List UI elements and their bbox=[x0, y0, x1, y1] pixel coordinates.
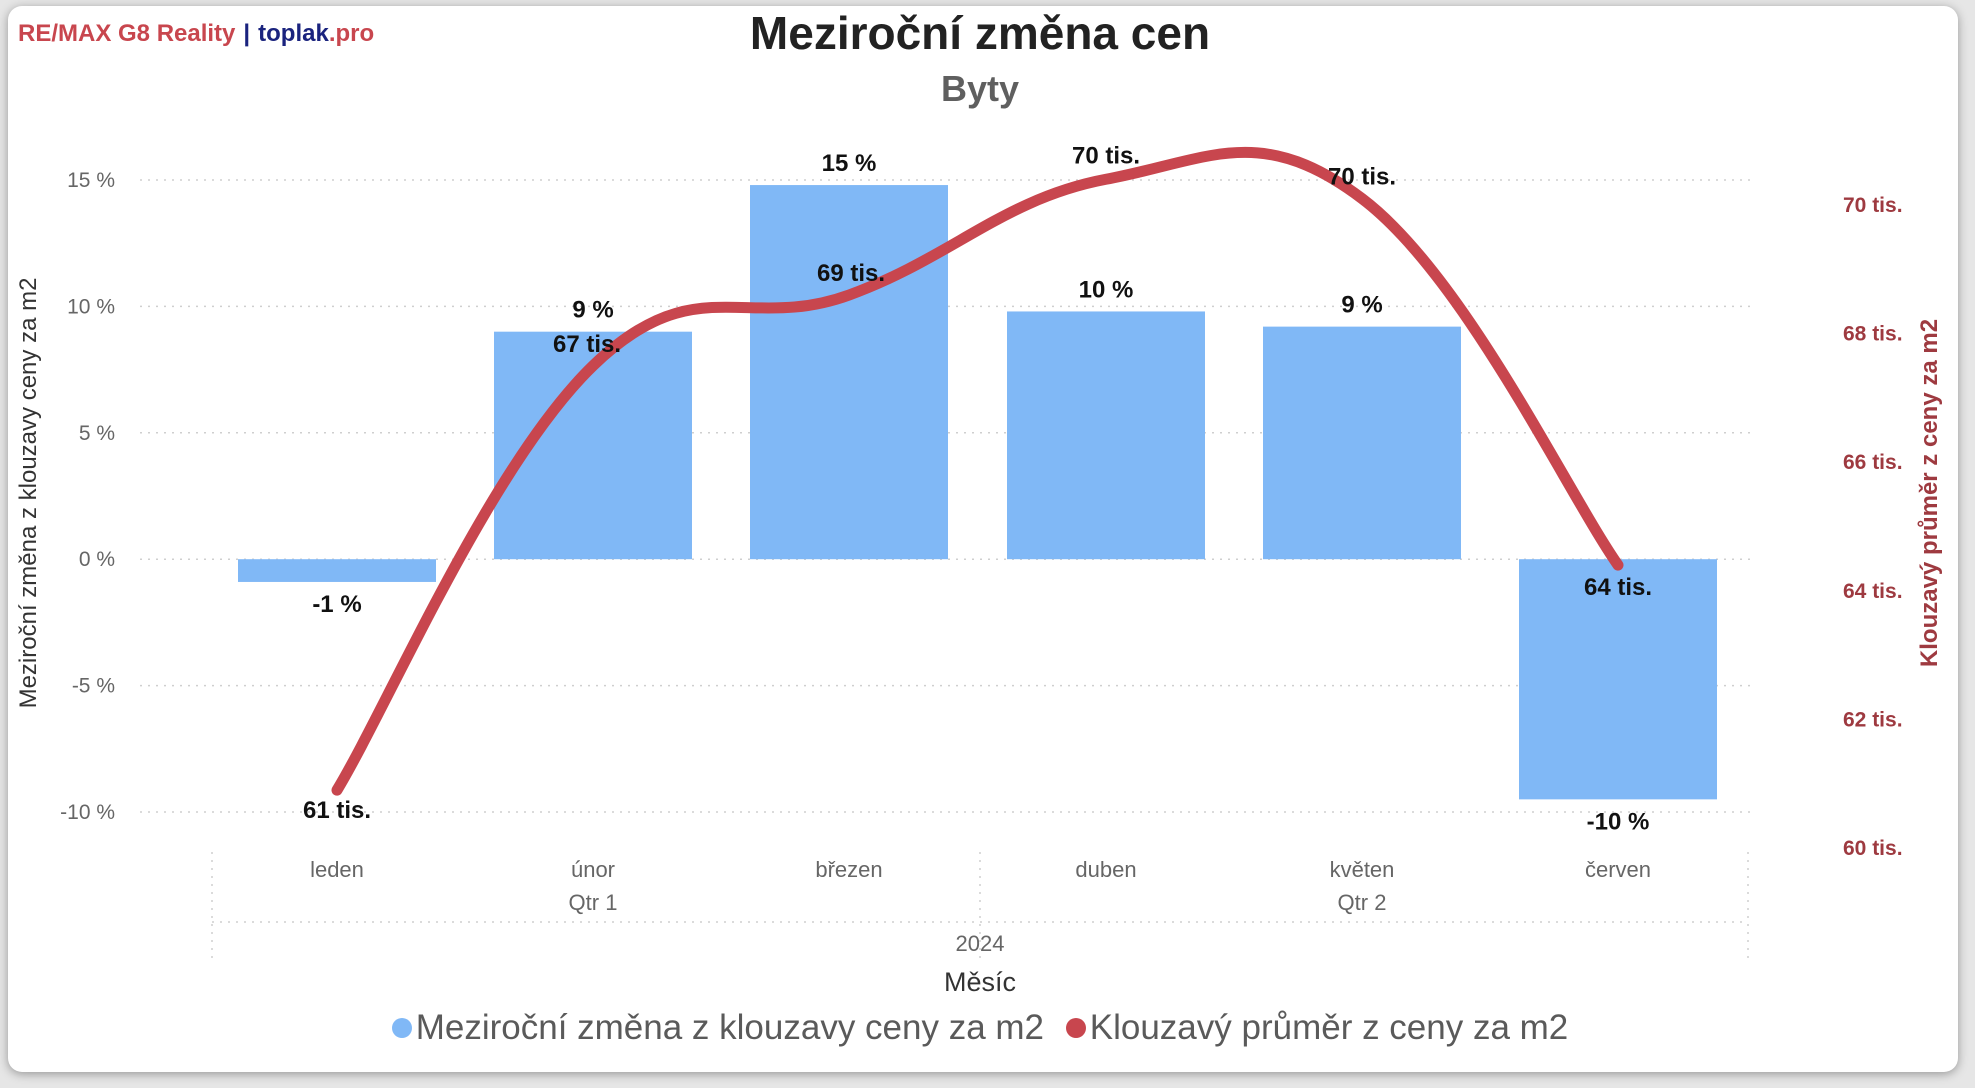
y2-tick-label: 68 tis. bbox=[1843, 323, 1903, 346]
y-tick-label: 15 % bbox=[67, 169, 115, 192]
y-tick-label: -10 % bbox=[60, 801, 115, 824]
quarter-label: Qtr 2 bbox=[1338, 890, 1387, 915]
bar-data-label: 10 % bbox=[1079, 276, 1134, 303]
y-tick-label: 10 % bbox=[67, 295, 115, 318]
legend-label-line: Klouzavý průměr z ceny za m2 bbox=[1089, 1008, 1569, 1047]
y2-tick-label: 64 tis. bbox=[1843, 580, 1903, 603]
x-axis-title: Měsíc bbox=[944, 967, 1016, 997]
y-tick-label: 0 % bbox=[79, 548, 115, 571]
line-data-label: 67 tis. bbox=[553, 331, 621, 358]
brand-logo: RE/MAX G8 Reality | toplak.pro bbox=[18, 20, 374, 48]
bar-data-label: -1 % bbox=[312, 591, 361, 618]
legend-label-bars: Meziroční změna z klouzavy ceny za m2 bbox=[415, 1008, 1045, 1047]
y-axis-title: Meziroční změna z klouzavy ceny za m2 bbox=[15, 278, 42, 709]
bar bbox=[1519, 559, 1717, 800]
bar-data-label: -10 % bbox=[1587, 808, 1650, 835]
quarter-label: Qtr 1 bbox=[569, 890, 618, 915]
line-data-label: 70 tis. bbox=[1072, 142, 1140, 169]
brand-separator: | bbox=[243, 20, 251, 47]
chart-canvas: 15 % 10 % 5 % 0 % -5 % -10 % 70 tis. 68 tis. 66 … bbox=[15, 142, 1943, 997]
brand-remax: RE/MAX G8 Reality bbox=[18, 20, 236, 47]
chart-subtitle: Byty bbox=[940, 68, 1020, 109]
y2-tick-label: 70 tis. bbox=[1843, 194, 1903, 217]
series-line bbox=[331, 146, 1624, 796]
line-data-label: 64 tis. bbox=[1584, 574, 1652, 601]
legend-item-line[interactable]: Klouzavý průměr z ceny za m2 bbox=[1065, 1008, 1569, 1047]
line-data-label: 69 tis. bbox=[817, 260, 885, 287]
legend: Meziroční změna z klouzavy ceny za m2 Kl… bbox=[0, 1008, 1960, 1048]
chart-title: Meziroční změna cen bbox=[749, 7, 1211, 59]
x-tick-label: červen bbox=[1585, 857, 1651, 882]
x-tick-label: duben bbox=[1075, 857, 1136, 882]
line-data-label: 70 tis. bbox=[1328, 164, 1396, 191]
y2-axis-title: Klouzavý průměr z ceny za m2 bbox=[1916, 319, 1943, 667]
bar bbox=[1263, 326, 1461, 560]
y2-tick-label: 66 tis. bbox=[1843, 451, 1903, 474]
legend-swatch-bars bbox=[391, 1017, 412, 1038]
brand-pro: .pro bbox=[328, 20, 375, 47]
year-label: 2024 bbox=[956, 931, 1005, 956]
bar bbox=[1007, 311, 1205, 560]
bar bbox=[238, 559, 436, 582]
x-tick-label: únor bbox=[571, 857, 615, 882]
brand-toplak: toplak bbox=[258, 20, 329, 47]
chart-card bbox=[8, 6, 1958, 1072]
bar-data-label: 9 % bbox=[1341, 292, 1382, 319]
legend-item-bars[interactable]: Meziroční změna z klouzavy ceny za m2 bbox=[391, 1008, 1045, 1047]
bar-data-label: 15 % bbox=[822, 150, 877, 177]
y-tick-label: -5 % bbox=[72, 675, 115, 698]
x-tick-label: květen bbox=[1330, 857, 1395, 882]
bar-data-label: 9 % bbox=[572, 297, 613, 324]
bar bbox=[750, 185, 948, 560]
y2-tick-label: 60 tis. bbox=[1843, 837, 1903, 860]
legend-swatch-line bbox=[1065, 1017, 1086, 1038]
y2-tick-label: 62 tis. bbox=[1843, 708, 1903, 731]
x-tick-label: leden bbox=[310, 857, 364, 882]
line-data-label: 61 tis. bbox=[303, 797, 371, 824]
x-tick-label: březen bbox=[815, 857, 882, 882]
y-tick-label: 5 % bbox=[79, 422, 115, 445]
